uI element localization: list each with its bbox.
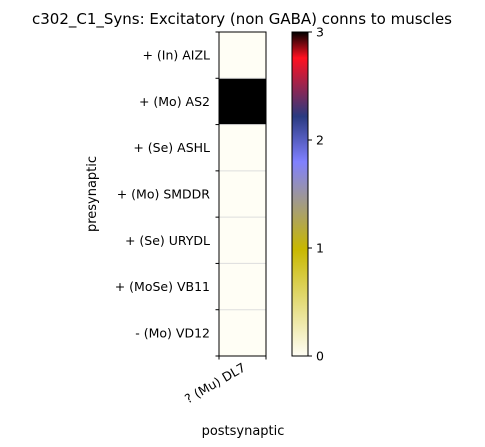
heatmap-cell — [219, 309, 266, 357]
heatmap-cells — [219, 32, 266, 357]
heatmap-cell — [219, 32, 266, 79]
colorbar-tick-label: 2 — [316, 133, 324, 148]
colorbar — [291, 31, 309, 357]
y-tick-label: + (Se) ASHL — [133, 140, 210, 155]
colorbar-tick-label: 1 — [316, 241, 324, 256]
heatmap-cell — [219, 124, 266, 172]
heatmap-gridlines — [219, 77, 266, 311]
colorbar-tick-label: 0 — [316, 349, 324, 364]
x-tick-label: ? (Mu) DL7 — [182, 360, 248, 407]
heatmap-cell — [219, 170, 266, 218]
x-axis: ? (Mu) DL7 — [182, 356, 267, 407]
colorbar-tick-label: 3 — [316, 25, 324, 40]
y-tick-label: + (In) AIZL — [142, 48, 210, 63]
y-tick-label: + (Se) URYDL — [125, 233, 210, 248]
y-tick-label: + (Mo) SMDDR — [117, 187, 211, 202]
y-axis: + (In) AIZL + (Mo) AS2 + (Se) ASHL + (Mo) S… — [115, 31, 219, 357]
heatmap-cell — [219, 217, 266, 264]
heatmap-cell — [219, 78, 266, 126]
heatmap-cell — [219, 263, 266, 311]
y-tick-label: - (Mo) VD12 — [135, 325, 210, 340]
y-tick-label: + (Mo) AS2 — [139, 94, 210, 109]
x-axis-label: postsynaptic — [202, 424, 285, 439]
plot-frame — [218, 31, 267, 357]
colorbar-ticks: 0 1 2 3 — [308, 25, 324, 364]
chart-title: c302_C1_Syns: Excitatory (non GABA) conn… — [32, 10, 452, 29]
y-axis-label: presynaptic — [85, 156, 100, 232]
y-tick-label: + (MoSe) VB11 — [115, 279, 210, 294]
